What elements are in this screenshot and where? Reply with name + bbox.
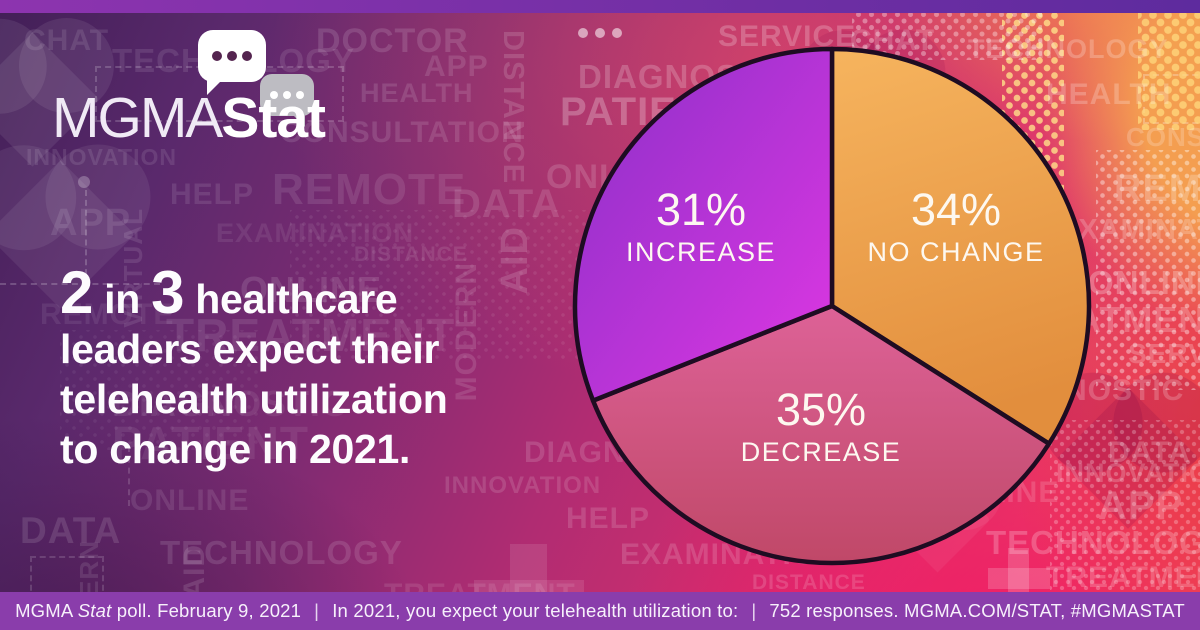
- bg-word: MODERN: [450, 262, 483, 402]
- bg-word: SERVICE: [1128, 338, 1200, 369]
- top-accent-bar: [0, 0, 1200, 13]
- logo-stat-text: Stat: [221, 86, 326, 150]
- bg-word: EXAMINATION: [216, 218, 414, 248]
- headline-number-3: 3: [151, 259, 185, 326]
- pie-chart: [566, 40, 1098, 572]
- pie-svg: [572, 46, 1092, 566]
- logo-mgma-text: MGMA: [52, 86, 223, 150]
- bg-word: DATA: [452, 182, 562, 226]
- bg-word: DISTANCE: [752, 571, 866, 594]
- headline-line-3: telehealth utilization: [60, 376, 448, 422]
- bg-word: DISTANCE: [497, 30, 529, 185]
- headline-line-1: 2 in 3 healthcare: [60, 263, 448, 324]
- bg-word: REMOTE: [1114, 168, 1200, 210]
- bg-word: APP: [50, 202, 132, 244]
- bg-word: DATA: [1108, 436, 1191, 469]
- bg-word: APP: [1098, 484, 1184, 528]
- footer-bar: MGMA Stat poll. February 9, 2021 | In 20…: [0, 592, 1200, 630]
- chat-bubble-icon: [198, 30, 266, 95]
- bg-word: APP: [424, 50, 489, 83]
- decor-dotgrid: [1138, 0, 1200, 130]
- decor-dot: [78, 176, 90, 188]
- headline-number-2: 2: [60, 259, 94, 326]
- footer-poll-info: MGMA Stat poll. February 9, 2021: [15, 600, 302, 621]
- headline-line-4: to change in 2021.: [60, 426, 411, 472]
- headline-line-2: leaders expect their: [60, 326, 440, 372]
- decor-dotsrow: [578, 28, 622, 38]
- pie-slice-decrease: [590, 303, 1052, 566]
- decor-dotgrid: [1096, 150, 1200, 390]
- pie-slice-increase: [572, 46, 835, 403]
- decor-dashrect: [1143, 74, 1200, 124]
- bg-word: ONLINE: [1088, 264, 1200, 301]
- bg-word: AID: [178, 544, 211, 599]
- footer-separator: |: [314, 600, 320, 621]
- bg-word: REMOTE: [272, 165, 467, 214]
- headline: 2 in 3 healthcare leaders expect their t…: [60, 263, 448, 474]
- bg-word: TECHNOLOGY: [160, 534, 403, 571]
- footer-separator: |: [751, 600, 757, 621]
- logo-wordmark: MGMAStat: [52, 90, 326, 147]
- headline-word-in: in: [104, 276, 141, 322]
- bg-word: DATA: [20, 510, 122, 551]
- footer-responses: 752 responses. MGMA.COM/STAT, #MGMASTAT: [769, 600, 1185, 621]
- mgma-stat-logo: MGMAStat: [52, 28, 382, 168]
- headline-word-healthcare: healthcare: [195, 276, 398, 322]
- bg-word: CONSULTATION: [1126, 122, 1200, 152]
- chat-bubble-small-icon: [260, 74, 314, 127]
- footer-stat-italic: Stat: [77, 600, 112, 621]
- bg-word: HELP: [170, 178, 255, 211]
- bg-word: AID: [494, 226, 536, 295]
- bg-word: ONLINE: [130, 484, 250, 517]
- footer-question: In 2021, you expect your telehealth util…: [332, 600, 739, 621]
- bg-word: DISTANCE: [354, 243, 468, 266]
